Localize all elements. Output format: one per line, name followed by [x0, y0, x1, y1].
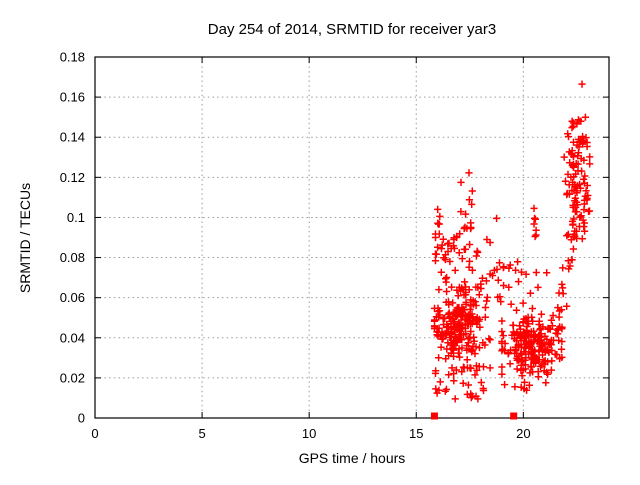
x-tick-labels: 0 5 10 15 20: [91, 426, 530, 441]
plot-border: [94, 56, 610, 419]
y-tick-label: 0.16: [60, 90, 85, 105]
y-tick-label: 0.04: [60, 330, 85, 345]
y-tick-label: 0.06: [60, 290, 85, 305]
baseline-square-marker: [430, 412, 438, 420]
y-tick-label: 0.02: [60, 370, 85, 385]
y-tick-labels: 0 0.02 0.04 0.06 0.08 0.1 0.12 0.14 0.16 0.18: [60, 50, 85, 426]
y-axis-label: SRMTID / TECUs: [17, 183, 33, 293]
y-tick-label: 0: [78, 411, 85, 426]
chart-title: Day 254 of 2014, SRMTID for receiver yar…: [208, 21, 496, 38]
x-tick-label: 0: [91, 426, 98, 441]
x-tick-label: 10: [302, 426, 316, 441]
y-tick-label: 0.1: [67, 210, 85, 225]
baseline-square-marker: [510, 412, 518, 420]
x-tick-label: 20: [516, 426, 530, 441]
x-tick-label: 5: [198, 426, 205, 441]
x-axis-label: GPS time / hours: [299, 450, 406, 466]
y-tick-label: 0.08: [60, 250, 85, 265]
series-baseline-squares: [430, 412, 518, 420]
y-tick-label: 0.18: [60, 50, 85, 65]
series-srmtid-crosses: [430, 80, 594, 403]
y-tick-label: 0.14: [60, 130, 85, 145]
y-tick-label: 0.12: [60, 170, 85, 185]
x-tick-label: 15: [409, 426, 423, 441]
